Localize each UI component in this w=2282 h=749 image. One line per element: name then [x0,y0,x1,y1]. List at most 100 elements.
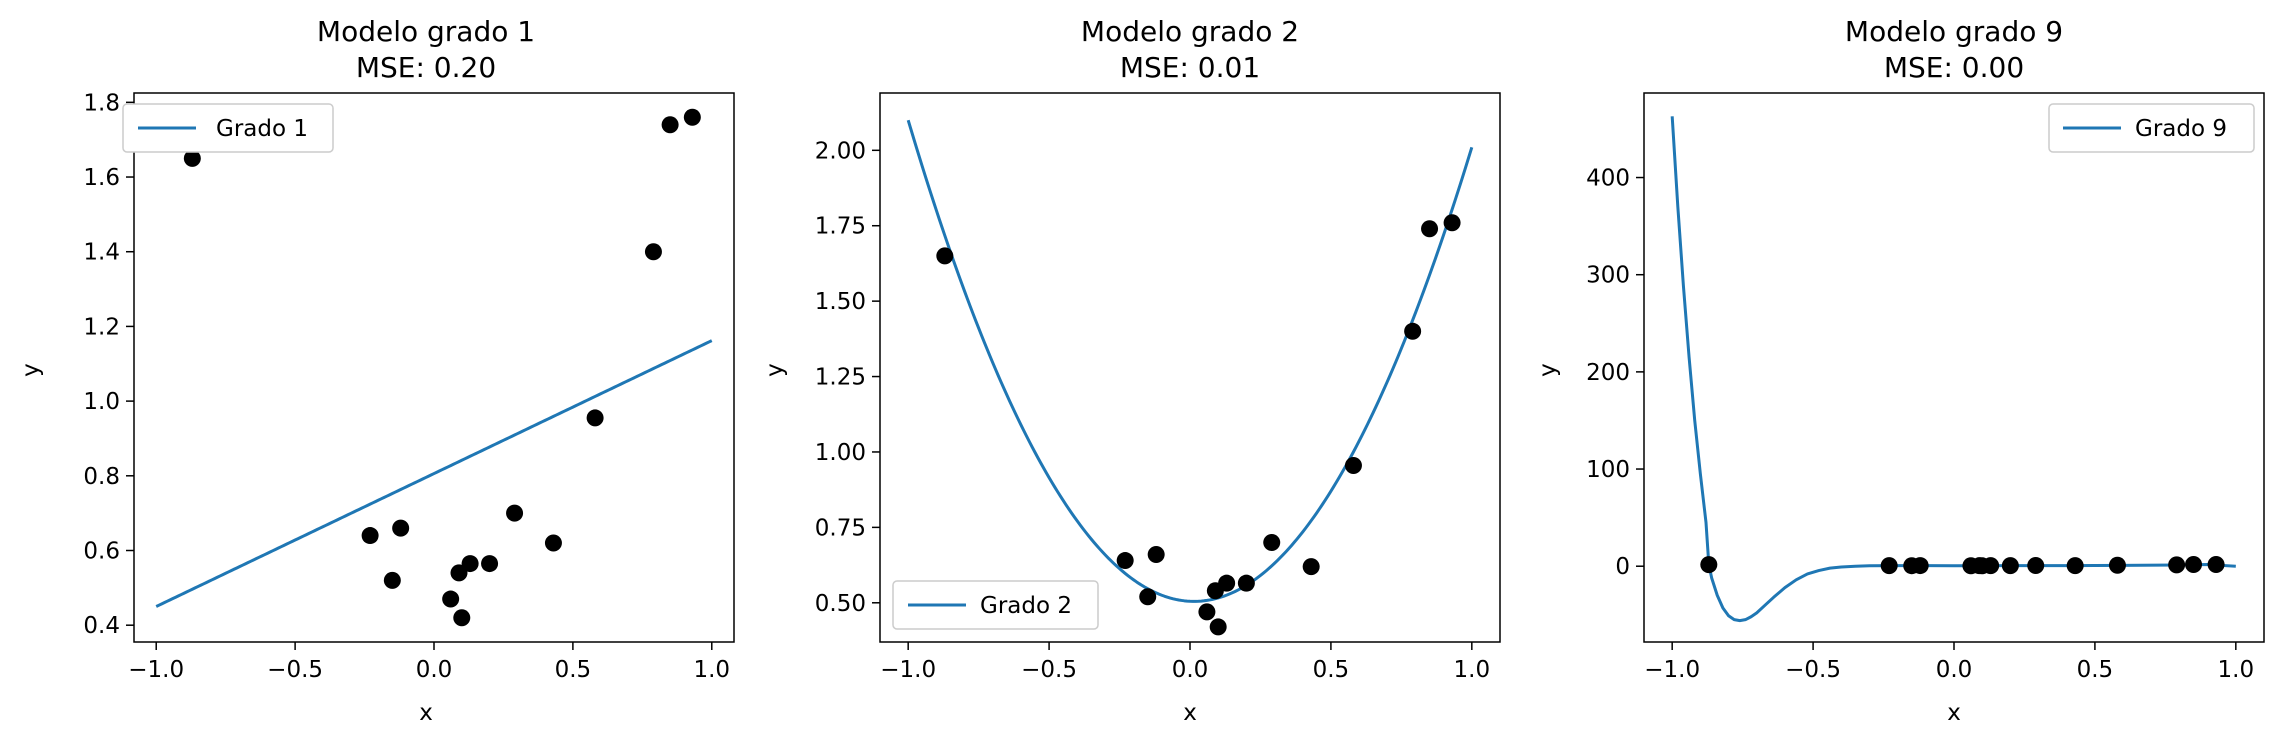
panel-3-title: Modelo grado 9 [1845,15,2063,48]
data-point [183,149,201,167]
data-point [936,247,954,265]
x-tick-label: 0.5 [2077,657,2114,683]
panel-2-mse: MSE: 0.01 [1120,51,1260,84]
y-tick-label: 2.00 [815,138,866,164]
data-point [1421,220,1439,238]
panel-2-ylabel: y [762,363,788,377]
data-point [1116,552,1134,570]
panel-1-title: Modelo grado 1 [317,15,535,48]
x-tick-label: −1.0 [1644,657,1700,683]
data-point [2207,556,2225,573]
y-tick-label: 1.4 [83,240,120,266]
data-point [544,534,562,552]
y-tick-label: 1.00 [815,440,866,466]
x-tick-label: 1.0 [693,657,730,683]
data-point [2027,557,2045,575]
legend-label-grado-2: Grado 2 [980,593,1072,619]
data-point [2168,556,2186,574]
data-point [1198,603,1216,621]
data-point [1139,588,1157,606]
data-point [450,564,468,582]
legend-frame [122,103,334,153]
data-point [1700,556,1718,574]
plot-area [155,108,713,627]
y-tick-label: 300 [1586,263,1630,289]
panel-grado-2: Modelo grado 2 MSE: 0.01 −1.0 −0.5 0.0 0.5 1… [762,15,1501,726]
y-tick-label: 1.50 [815,289,866,315]
x-tick-label: −0.5 [267,657,323,683]
model-line-grado-2 [906,119,1474,603]
panel-3-mse: MSE: 0.00 [1884,51,2024,84]
x-tick-label: −1.0 [128,657,184,683]
x-tick-label: 1.0 [2218,657,2255,683]
data-point [453,609,471,627]
data-point [1263,533,1281,551]
data-point [1982,557,2000,575]
data-point [1147,546,1165,564]
data-point [644,243,662,261]
data-point [461,555,479,573]
data-point [683,108,701,126]
panel-1-mse: MSE: 0.20 [356,51,496,84]
x-tick-label: 1.0 [1454,657,1491,683]
x-tick-label: −1.0 [880,657,936,683]
panel-2-title: Modelo grado 2 [1081,15,1299,48]
data-point [2185,556,2203,574]
y-tick-label: 0 [1615,554,1630,580]
data-point [506,504,524,522]
legend-frame [2048,103,2255,153]
data-point [2108,556,2126,574]
data-point [1302,558,1320,576]
legend-label-grado-1: Grado 1 [216,116,308,142]
data-point [2001,557,2019,575]
data-point [661,116,679,134]
y-tick-label: 0.4 [83,613,120,639]
y-tick-label: 100 [1586,457,1630,483]
panel-3-xlabel: x [1947,700,1961,726]
model-line-grado-1 [155,339,713,608]
data-point [361,527,379,545]
panel-1-xlabel: x [419,700,433,726]
y-tick-label: 0.50 [815,591,866,617]
panel-3-ylabel: y [1535,363,1561,377]
x-tick-label: 0.0 [1936,657,1973,683]
x-tick-label: 0.5 [1313,657,1350,683]
data-point [2066,557,2084,575]
x-tick-label: −0.5 [1785,657,1841,683]
legend: Grado 2 [892,580,1099,630]
y-tick-label: 1.2 [83,314,120,340]
x-tick-label: −0.5 [1021,657,1077,683]
y-tick-label: 1.8 [83,90,120,116]
data-point [1911,557,1929,575]
data-point [1344,457,1362,475]
y-tick-label: 1.6 [83,165,120,191]
data-point [1404,322,1422,340]
y-tick-label: 1.0 [83,389,120,415]
data-point [1443,214,1461,232]
panel-grado-1: Modelo grado 1 MSE: 0.20 −1.0 −0.5 0.0 0.5 1… [18,15,735,726]
y-tick-label: 0.6 [83,539,120,565]
y-tick-label: 1.75 [815,214,866,240]
data-point [1209,618,1227,636]
data-point [1218,574,1236,592]
x-tick-label: 0.0 [416,657,453,683]
plot-area [1670,116,2236,623]
data-point [383,571,401,589]
legend: Grado 1 [122,103,334,153]
y-tick-label: 0.75 [815,515,866,541]
data-point [442,590,460,608]
data-point [392,519,410,537]
panel-1-ylabel: y [18,363,44,377]
data-point [481,555,499,573]
panel-grado-9: Modelo grado 9 MSE: 0.00 −1.0 −0.5 0.0 0.5 1… [1535,15,2265,726]
y-tick-label: 0.8 [83,464,120,490]
legend-frame [892,580,1099,630]
legend-label-grado-9: Grado 9 [2135,116,2227,142]
x-tick-label: 0.5 [555,657,592,683]
y-tick-label: 1.25 [815,365,866,391]
legend: Grado 9 [2048,103,2255,153]
y-tick-label: 200 [1586,360,1630,386]
panel-2-xlabel: x [1183,700,1197,726]
